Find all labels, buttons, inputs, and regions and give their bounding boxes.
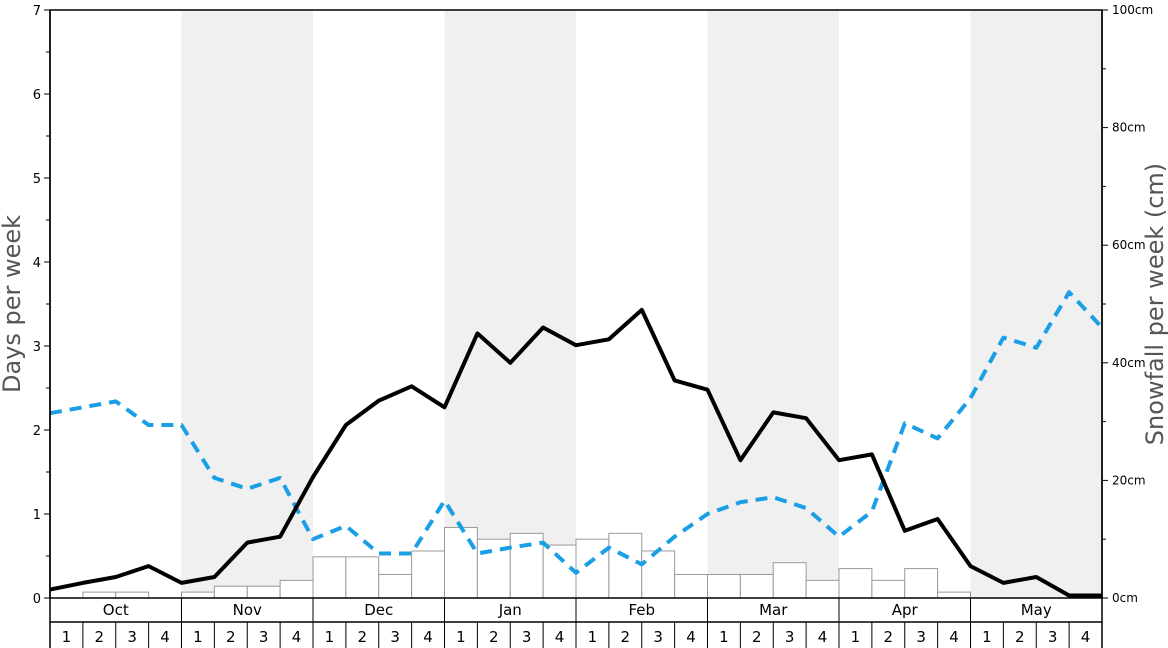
left-tick-label: 7: [33, 4, 41, 19]
snowfall-bar: [213, 585, 248, 599]
right-tick-label: 100cm: [1112, 3, 1153, 17]
y-axis-title-right: Snowfall per week (cm): [1141, 163, 1168, 445]
right-axis: 0cm 20cm 40cm 60cm 80cm 100cm: [1102, 3, 1153, 605]
bottom-axis: Oct 1 2 3 4 Nov 1 2 3 4 Dec 1 2 3 4 Jan 1 2 3 4 Feb 1 2 3 4 Mar 1 2…: [49, 10, 1103, 648]
week-label: 1: [193, 628, 203, 646]
snowfall-bar: [772, 562, 807, 599]
month-label: Jan: [498, 601, 522, 619]
month-label: May: [1021, 601, 1052, 619]
week-label: 4: [686, 628, 696, 646]
snowfall-bar: [542, 544, 577, 599]
month-label: Mar: [759, 601, 788, 619]
snowfall-bar: [739, 573, 774, 599]
snowfall-bar: [871, 579, 906, 599]
month-label: Apr: [892, 601, 919, 619]
left-tick-label: 3: [33, 340, 41, 355]
y-axis-title-left: Days per week: [0, 215, 26, 393]
right-tick-label: 0cm: [1112, 591, 1138, 605]
week-label: 1: [719, 628, 729, 646]
left-tick-label: 6: [33, 88, 41, 103]
left-axis: 0 1 2 3 4 5 6 7: [33, 4, 50, 607]
snowfall-bar: [509, 532, 544, 599]
week-label: 2: [1015, 628, 1025, 646]
week-label: 3: [259, 628, 269, 646]
week-label: 1: [982, 628, 992, 646]
left-tick-label: 0: [33, 592, 41, 607]
snowfall-bar: [181, 591, 215, 599]
week-label: 3: [390, 628, 400, 646]
snowfall-bar: [707, 573, 741, 599]
week-label: 2: [358, 628, 368, 646]
week-label: 4: [555, 628, 565, 646]
snowfall-bar: [608, 532, 643, 599]
left-tick-label: 1: [33, 508, 41, 523]
snowfall-bar: [838, 568, 873, 599]
series-lines: [49, 290, 1104, 598]
snowfall-bar: [904, 568, 939, 599]
week-label: 3: [522, 628, 532, 646]
week-label: 2: [884, 628, 894, 646]
week-label: 3: [785, 628, 795, 646]
snowfall-bar: [378, 573, 413, 599]
snowfall-bar: [444, 526, 478, 599]
left-tick-label: 4: [33, 256, 41, 271]
month-bands: [181, 10, 1102, 598]
month-label: Feb: [628, 601, 655, 619]
snowfall-bar: [312, 556, 347, 599]
snowfall-bar: [641, 550, 676, 599]
month-band: [181, 10, 313, 598]
month-band: [707, 10, 839, 598]
week-label: 2: [752, 628, 762, 646]
snowfall-bar: [575, 538, 610, 599]
snowfall-bar: [246, 585, 281, 599]
week-label: 1: [325, 628, 335, 646]
right-tick-label: 80cm: [1112, 121, 1146, 135]
series-line-solid: [49, 307, 1102, 598]
week-label: 4: [292, 628, 302, 646]
snowfall-bar: [115, 591, 150, 599]
week-label: 4: [423, 628, 433, 646]
week-label: 3: [916, 628, 926, 646]
month-label: Oct: [103, 601, 129, 619]
left-tick-label: 5: [33, 172, 41, 187]
snowfall-bar: [279, 579, 314, 599]
snowfall-bar: [805, 579, 840, 599]
week-label: 4: [949, 628, 959, 646]
snowfall-bars: [82, 526, 971, 599]
snowfall-bar: [937, 591, 971, 599]
week-label: 3: [1048, 628, 1058, 646]
snowfall-bar: [82, 591, 117, 599]
week-label: 3: [127, 628, 137, 646]
week-label: 1: [588, 628, 598, 646]
right-tick-label: 60cm: [1112, 238, 1146, 252]
right-tick-label: 40cm: [1112, 356, 1146, 370]
week-label: 2: [489, 628, 499, 646]
month-band: [444, 10, 576, 598]
snowfall-bar: [411, 550, 445, 599]
snowfall-bar: [674, 573, 708, 599]
left-tick-label: 2: [33, 424, 41, 439]
week-label: 2: [95, 628, 105, 646]
week-label: 1: [851, 628, 861, 646]
right-tick-label: 20cm: [1112, 473, 1146, 487]
week-label: 1: [62, 628, 72, 646]
week-label: 4: [818, 628, 828, 646]
month-label: Dec: [364, 601, 393, 619]
week-label: 4: [160, 628, 170, 646]
series-line-dashed: [49, 290, 1104, 575]
snowfall-bar: [345, 556, 380, 599]
month-label: Nov: [233, 601, 262, 619]
week-label: 2: [226, 628, 236, 646]
week-label: 3: [653, 628, 663, 646]
week-label: 1: [456, 628, 466, 646]
week-label: 4: [1081, 628, 1091, 646]
week-label: 2: [621, 628, 631, 646]
